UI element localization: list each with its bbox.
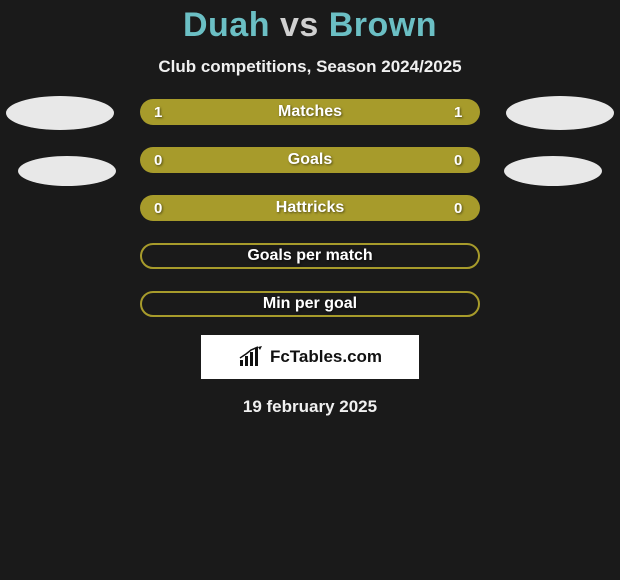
stat-bar-min-per-goal: Min per goal — [140, 291, 480, 317]
stat-label: Min per goal — [263, 295, 357, 313]
stat-label: Hattricks — [276, 199, 344, 217]
stat-left-value: 0 — [154, 200, 166, 217]
stats-rows: 1 Matches 1 0 Goals 0 0 Hattricks 0 Goal… — [0, 99, 620, 317]
fctables-chart-icon — [238, 346, 264, 368]
stat-row: 0 Hattricks 0 — [0, 195, 620, 221]
stat-label: Goals — [288, 151, 332, 169]
stat-row: Goals per match — [0, 243, 620, 269]
stat-right-value: 0 — [454, 152, 466, 169]
stat-right-value: 1 — [454, 104, 466, 121]
stat-left-value: 0 — [154, 152, 166, 169]
stat-label: Matches — [278, 103, 342, 121]
stat-bar-goals: 0 Goals 0 — [140, 147, 480, 173]
comparison-card: Duah vs Brown Club competitions, Season … — [0, 0, 620, 417]
stat-bar-hattricks: 0 Hattricks 0 — [140, 195, 480, 221]
date-label: 19 february 2025 — [243, 397, 377, 417]
logo-text: FcTables.com — [270, 347, 382, 367]
stat-right-value: 0 — [454, 200, 466, 217]
stat-bar-matches: 1 Matches 1 — [140, 99, 480, 125]
stat-bar-goals-per-match: Goals per match — [140, 243, 480, 269]
vs-label: vs — [280, 6, 319, 44]
stat-row: 0 Goals 0 — [0, 147, 620, 173]
subtitle: Club competitions, Season 2024/2025 — [158, 57, 461, 77]
page-title: Duah vs Brown — [183, 6, 437, 45]
stat-label: Goals per match — [247, 247, 372, 265]
stat-row: Min per goal — [0, 291, 620, 317]
stat-row: 1 Matches 1 — [0, 99, 620, 125]
player1-name: Duah — [183, 6, 270, 44]
player2-name: Brown — [329, 6, 437, 44]
stat-left-value: 1 — [154, 104, 166, 121]
fctables-logo[interactable]: FcTables.com — [201, 335, 419, 379]
